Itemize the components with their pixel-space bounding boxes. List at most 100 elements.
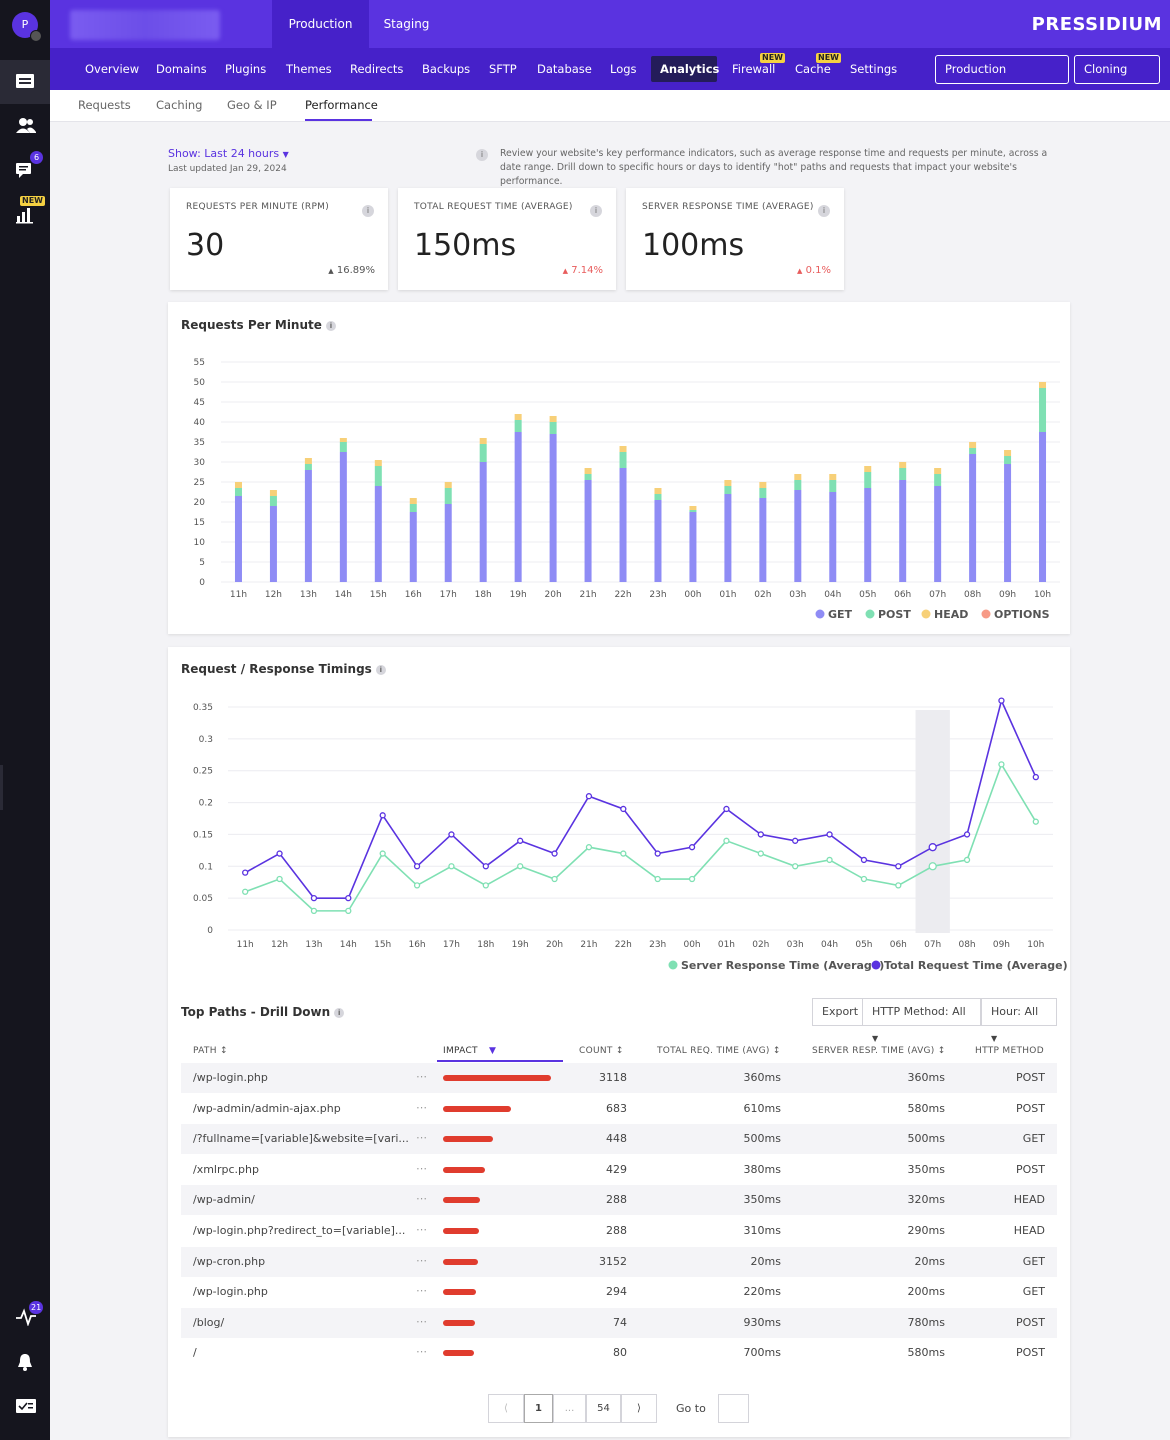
- hour-filter[interactable]: Hour: All ▼: [981, 998, 1057, 1043]
- nav-database[interactable]: Database: [537, 62, 592, 76]
- x-tick-label: 15h: [370, 590, 387, 600]
- y-tick-label: 0: [207, 926, 213, 936]
- support-button[interactable]: [0, 1384, 50, 1428]
- sites-button[interactable]: [0, 60, 50, 104]
- date-range-dropdown[interactable]: Show: Last 24 hours ▼: [168, 147, 289, 160]
- bar-head-12h: [269, 490, 277, 496]
- x-tick-label: 23h: [649, 940, 666, 950]
- x-tick-label: 23h: [649, 590, 666, 600]
- subtab-caching[interactable]: Caching: [156, 98, 203, 112]
- page-54-button[interactable]: 54: [586, 1394, 621, 1423]
- nav-sftp[interactable]: SFTP: [489, 62, 517, 76]
- bar-post-04h: [829, 480, 837, 492]
- subtab-geo-ip[interactable]: Geo & IP: [227, 98, 277, 112]
- table-row[interactable]: /wp-admin/admin-ajax.php ⋯ 683 610ms 580ms PO…: [181, 1094, 1057, 1124]
- export-button[interactable]: Export: [812, 998, 869, 1026]
- table-row[interactable]: /?fullname=[variable]&website=[vari... ⋯ 4…: [181, 1124, 1057, 1155]
- highlight-band: [915, 710, 950, 933]
- more-icon[interactable]: ⋯: [416, 1345, 427, 1359]
- more-icon[interactable]: ⋯: [416, 1314, 427, 1328]
- x-tick-label: 06h: [890, 940, 907, 950]
- bar-get-10h: [1039, 432, 1047, 582]
- nav-domains[interactable]: Domains: [156, 62, 207, 76]
- comments-button[interactable]: 6: [0, 148, 50, 192]
- info-icon[interactable]: i: [375, 664, 386, 675]
- http-method-filter[interactable]: HTTP Method: All ▼: [862, 998, 981, 1043]
- table-row[interactable]: /wp-admin/ ⋯ 288 350ms 320ms HEAD: [181, 1185, 1057, 1216]
- comments-icon: [16, 163, 31, 178]
- point-1-04h: [826, 831, 833, 838]
- point-0-08h: [963, 856, 971, 864]
- notifications-button[interactable]: [0, 1340, 50, 1384]
- user-avatar[interactable]: P: [12, 12, 42, 42]
- users-button[interactable]: [0, 104, 50, 148]
- col-impact[interactable]: IMPACT ▼: [437, 1046, 563, 1062]
- method-cell: GET: [1022, 1285, 1045, 1299]
- y-tick-label: 15: [194, 518, 205, 528]
- more-icon[interactable]: ⋯: [416, 1284, 427, 1298]
- col-server-resp-time[interactable]: SERVER RESP. TIME (AVG) ↕: [812, 1046, 946, 1056]
- page-1-button[interactable]: 1: [524, 1394, 553, 1423]
- table-row[interactable]: /blog/ ⋯ 74 930ms 780ms POST: [181, 1307, 1057, 1338]
- info-icon[interactable]: i: [325, 320, 336, 331]
- more-icon[interactable]: ⋯: [416, 1253, 427, 1267]
- nav-firewall[interactable]: Firewall: [732, 62, 776, 76]
- bar-post-22h: [619, 452, 627, 468]
- nav-settings[interactable]: Settings: [850, 62, 898, 76]
- info-icon[interactable]: i: [334, 1007, 345, 1018]
- table-row[interactable]: /xmlrpc.php ⋯ 429 380ms 350ms POST: [181, 1155, 1057, 1185]
- env-tab-production[interactable]: Production: [272, 0, 369, 48]
- col-total-req-time[interactable]: TOTAL REQ. TIME (AVG) ↕: [657, 1046, 781, 1056]
- production-operations-button[interactable]: Production operations: [935, 55, 1069, 103]
- caret-down-icon: ▼: [282, 150, 289, 159]
- table-row[interactable]: /wp-login.php ⋯ 294 220ms 200ms GET: [181, 1277, 1057, 1307]
- activity-button[interactable]: 21: [0, 1296, 50, 1340]
- info-icon[interactable]: i: [818, 205, 830, 217]
- more-icon[interactable]: ⋯: [416, 1223, 427, 1236]
- point-1-07h: [928, 843, 937, 852]
- more-icon[interactable]: ⋯: [416, 1131, 427, 1145]
- info-icon[interactable]: i: [362, 205, 374, 217]
- nav-themes[interactable]: Themes: [286, 62, 332, 76]
- prev-page-button[interactable]: ⟨: [488, 1394, 524, 1423]
- nav-backups[interactable]: Backups: [422, 62, 471, 76]
- env-tab-staging[interactable]: Staging: [383, 17, 430, 31]
- more-icon[interactable]: ⋯: [416, 1070, 427, 1083]
- site-name-blurred[interactable]: [70, 10, 220, 40]
- more-icon[interactable]: ⋯: [416, 1161, 427, 1175]
- table-row[interactable]: /wp-login.php?redirect_to=[variable]... ⋯…: [181, 1216, 1057, 1246]
- total-time-cell: 310ms: [743, 1224, 781, 1237]
- subtab-requests[interactable]: Requests: [78, 98, 131, 112]
- col-count[interactable]: COUNT ↕: [579, 1046, 624, 1056]
- next-page-button[interactable]: ⟩: [621, 1394, 657, 1423]
- table-row[interactable]: / ⋯ 80 700ms 580ms POST: [181, 1338, 1057, 1368]
- table-row[interactable]: /wp-cron.php ⋯ 3152 20ms 20ms GET: [181, 1246, 1057, 1277]
- info-icon[interactable]: i: [590, 205, 602, 217]
- point-0-05h: [860, 875, 868, 883]
- nav-overview[interactable]: Overview: [85, 62, 140, 76]
- nav-cache[interactable]: Cache: [795, 62, 831, 76]
- more-icon[interactable]: ⋯: [416, 1100, 427, 1114]
- cloning-tool-button[interactable]: Cloning Tool: [1074, 55, 1160, 103]
- table-row[interactable]: /wp-login.php ⋯ 3118 360ms 360ms POST: [181, 1063, 1057, 1093]
- path-cell: /xmlrpc.php: [193, 1162, 259, 1176]
- subtab-performance[interactable]: Performance: [305, 90, 378, 121]
- nav-logs[interactable]: Logs: [610, 62, 637, 76]
- x-tick-label: 00h: [684, 590, 701, 600]
- rpm-bar-chart: 0 5 10 15 20 25 30 35 40 45 50 55 11h 12h 13h 14h 15h 16h…: [194, 358, 1060, 621]
- goto-page-input[interactable]: [718, 1394, 749, 1423]
- impact-bar: [443, 1319, 476, 1326]
- x-tick-label: 03h: [789, 590, 806, 600]
- bar-get-13h: [304, 470, 312, 582]
- point-0-23h: [654, 875, 661, 883]
- nav-redirects[interactable]: Redirects: [350, 62, 404, 76]
- point-1-11h: [242, 869, 249, 876]
- nav-analytics[interactable]: Analytics: [651, 56, 719, 82]
- more-icon[interactable]: ⋯: [416, 1192, 427, 1206]
- x-tick-label: 00h: [683, 940, 700, 950]
- bar-get-08h: [969, 454, 977, 582]
- x-tick-label: 21h: [580, 940, 597, 950]
- nav-plugins[interactable]: Plugins: [225, 62, 267, 76]
- analytics-rail-button[interactable]: NEW: [0, 192, 50, 236]
- col-path[interactable]: PATH ↕: [193, 1046, 228, 1056]
